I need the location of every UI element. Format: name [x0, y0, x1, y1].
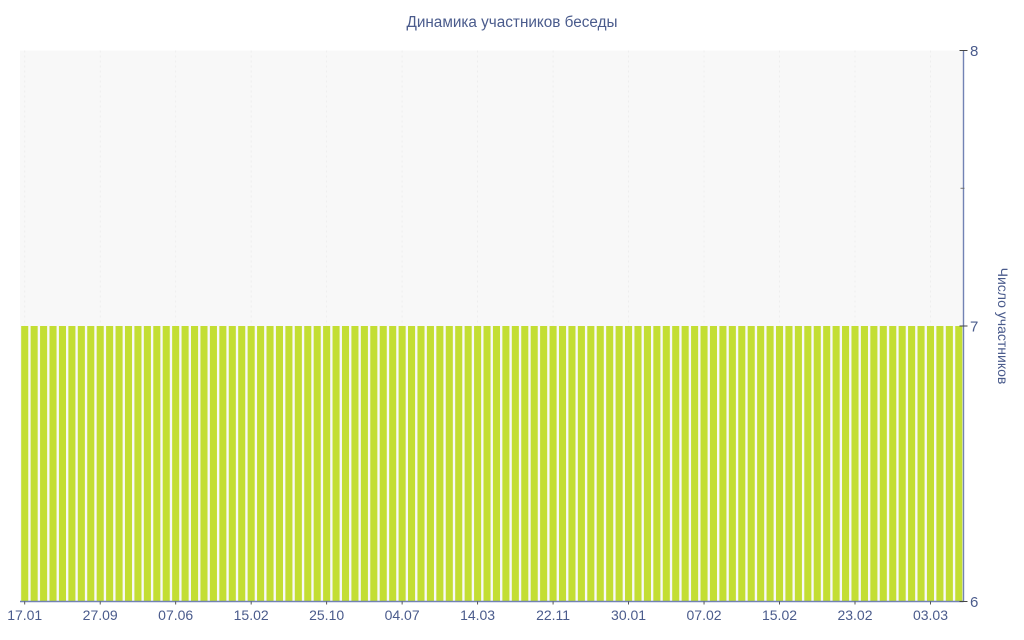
svg-text:Число участников: Число участников: [995, 268, 1011, 385]
svg-text:15.02: 15.02: [762, 607, 797, 623]
svg-text:23.02: 23.02: [837, 607, 872, 623]
svg-text:25.10: 25.10: [309, 607, 344, 623]
svg-text:17.01: 17.01: [7, 607, 42, 623]
svg-text:6: 6: [970, 594, 978, 611]
svg-text:8: 8: [970, 43, 978, 60]
svg-text:27.09: 27.09: [83, 607, 118, 623]
svg-text:30.01: 30.01: [611, 607, 646, 623]
svg-text:22.11: 22.11: [536, 607, 570, 623]
svg-text:15.02: 15.02: [234, 607, 269, 623]
svg-text:04.07: 04.07: [385, 607, 420, 623]
svg-text:03.03: 03.03: [913, 607, 948, 623]
svg-text:07.02: 07.02: [687, 607, 722, 623]
svg-text:14.03: 14.03: [460, 607, 495, 623]
svg-text:07.06: 07.06: [158, 607, 193, 623]
svg-text:7: 7: [970, 319, 978, 336]
